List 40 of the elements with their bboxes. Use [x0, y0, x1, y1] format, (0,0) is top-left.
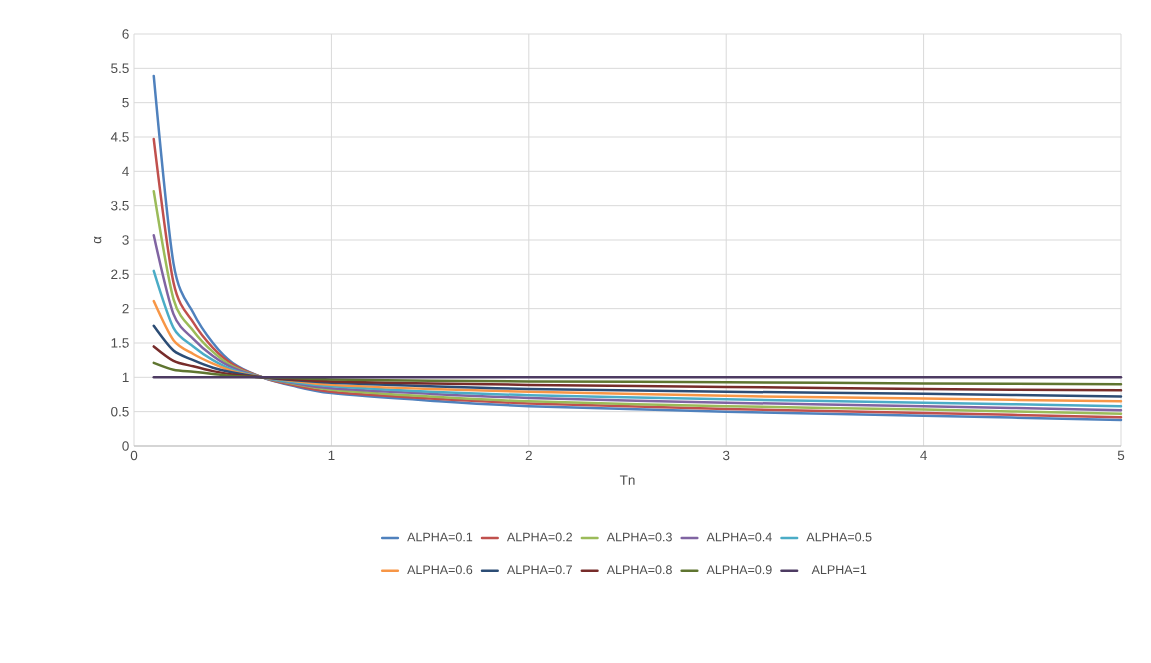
line-series: [152, 269, 1123, 408]
y-tick-label: 4: [122, 166, 129, 176]
legend-label: ALPHA=0.8: [606, 565, 672, 575]
x-tick-label: 1: [328, 450, 335, 460]
x-tick-label: 0: [130, 450, 138, 461]
legend-label: ALPHA=0.4: [706, 532, 772, 542]
legend-label: ALPHA=0.5: [806, 532, 872, 542]
line-series: [152, 299, 1123, 403]
x-axis-title: Tn: [619, 475, 635, 485]
y-tick-label: 1: [122, 372, 129, 382]
y-tick-label: 2.5: [111, 269, 129, 280]
y-axis-title: α: [93, 236, 102, 244]
legend-label: ALPHA=0.9: [706, 565, 772, 575]
line-series: [152, 324, 1123, 398]
y-tick-label: 4.5: [110, 132, 129, 142]
y-tick-label: 5: [122, 97, 129, 108]
y-tick-label: 3.5: [111, 200, 129, 211]
y-tick-label: 2: [122, 303, 129, 314]
legend-label: ALPHA=0.6: [407, 565, 473, 575]
y-tick-label: 0.5: [111, 406, 129, 417]
line-series: [152, 74, 1123, 422]
legend-label: ALPHA=0.7: [506, 565, 572, 575]
line-series: [152, 189, 1123, 415]
x-tick-label: 4: [920, 450, 927, 460]
legend-label: ALPHA=0.3: [606, 532, 672, 542]
line-series: [152, 137, 1123, 419]
y-tick-label: 3: [122, 235, 129, 245]
x-tick-label: 2: [525, 450, 532, 461]
x-tick-label: 3: [722, 450, 730, 461]
legend-label: ALPHA=0.1: [407, 532, 473, 542]
legend-label: ALPHA=0.2: [506, 532, 572, 542]
line-series: [152, 345, 1123, 392]
legend-label: ALPHA=1: [811, 565, 867, 574]
line-series: [152, 233, 1123, 412]
y-tick-label: 6: [122, 29, 129, 39]
y-tick-label: 5.5: [111, 63, 129, 74]
line-series: [152, 361, 1123, 386]
y-tick-label: 0: [122, 441, 129, 451]
x-tick-label: 5: [1117, 450, 1125, 461]
y-tick-label: 1.5: [111, 338, 129, 348]
